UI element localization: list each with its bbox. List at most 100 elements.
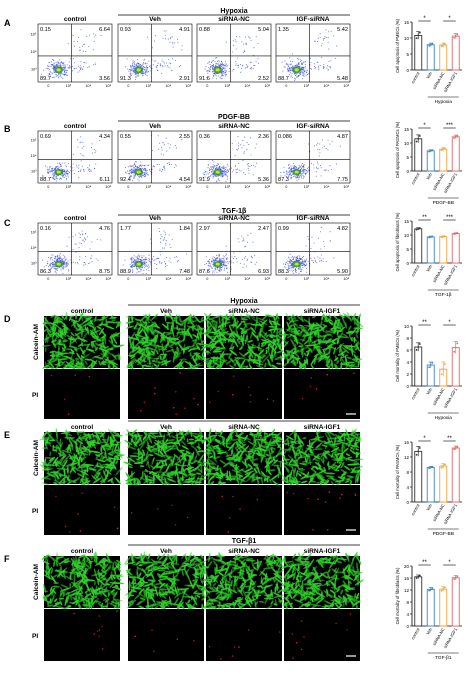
flow-event: [322, 39, 325, 41]
flow-event: [134, 175, 136, 177]
flow-event: [75, 164, 77, 166]
flow-event: [217, 178, 219, 180]
flow-event: [170, 62, 172, 65]
flow-event: [142, 71, 144, 73]
flow-event: [64, 262, 66, 264]
dead-cell: [184, 407, 186, 410]
flow-event: [209, 69, 211, 71]
flow-event: [213, 64, 215, 66]
flow-event: [285, 63, 287, 65]
flow-event: [132, 68, 134, 70]
flow-event: [134, 78, 137, 80]
flow-event: [243, 240, 245, 242]
flow-event: [244, 136, 246, 138]
flow-event: [249, 61, 251, 64]
flow-event: [208, 69, 210, 71]
data-point: [442, 148, 445, 151]
flow-event: [234, 165, 236, 168]
data-point: [417, 346, 420, 348]
flow-event: [211, 60, 213, 62]
flow-event: [136, 58, 138, 61]
flow-event: [301, 68, 303, 70]
flow-event: [221, 269, 223, 271]
quadrant-ul-value: 0.086: [278, 134, 292, 140]
flow-event: [95, 163, 97, 165]
flow-event: [53, 168, 55, 170]
flow-event: [130, 67, 132, 69]
flow-event: [206, 77, 208, 79]
flow-event: [128, 68, 131, 71]
flow-event: [288, 67, 290, 69]
flow-event: [216, 271, 218, 273]
flow-event: [322, 260, 324, 263]
flow-event: [131, 170, 133, 172]
flow-event: [209, 172, 211, 174]
flow-event: [148, 260, 150, 262]
flow-event: [61, 72, 63, 74]
flow-event: [145, 168, 147, 170]
flow-event: [305, 263, 308, 265]
flow-event: [83, 237, 86, 239]
flow-event: [147, 165, 149, 167]
flow-event: [136, 256, 138, 258]
flow-event: [144, 167, 147, 170]
flow-event: [241, 235, 243, 237]
flow-event: [242, 267, 244, 269]
flow-event: [79, 153, 81, 155]
quadrant-lr-value: 7.75: [337, 177, 348, 183]
flow-event: [65, 174, 67, 176]
bar: [439, 44, 448, 71]
flow-event: [55, 269, 57, 271]
flow-event: [220, 268, 222, 270]
flow-event: [289, 262, 291, 264]
flow-event: [284, 60, 286, 62]
flow-event: [58, 254, 60, 256]
quadrant-ul-value: 0.93: [120, 27, 131, 33]
flow-event: [138, 63, 140, 65]
flow-event: [145, 172, 147, 174]
flow-event: [295, 258, 297, 260]
flow-event: [239, 64, 241, 66]
dead-cell: [232, 375, 235, 378]
y-tick-label: 5: [406, 52, 409, 57]
flow-event: [237, 238, 239, 240]
flow-event: [204, 68, 206, 70]
flow-event: [238, 145, 240, 147]
flow-event: [232, 262, 234, 264]
y-tick-label: 4: [406, 360, 409, 365]
image-background: [206, 369, 282, 419]
flow-event: [48, 257, 50, 259]
flow-event: [246, 163, 248, 165]
flow-event: [68, 236, 70, 238]
flow-event: [298, 63, 300, 66]
flow-event: [316, 61, 318, 63]
flow-event: [158, 228, 160, 230]
flow-event: [293, 256, 295, 258]
bar: [451, 136, 460, 172]
flow-x-tick: 0: [47, 84, 49, 88]
flow-event: [163, 165, 165, 167]
quadrant-lr-value: 6.93: [258, 269, 269, 275]
dead-cell: [209, 401, 211, 404]
flow-event: [142, 61, 144, 64]
quadrant-ur-value: 4.76: [99, 226, 110, 232]
category-label: Veh: [425, 70, 433, 79]
flow-event: [147, 174, 149, 176]
group-label: Veh: [149, 123, 161, 130]
flow-event: [292, 173, 294, 175]
flow-event: [289, 68, 291, 70]
flow-event: [295, 272, 297, 274]
flow-event: [314, 68, 316, 70]
flow-event: [334, 57, 336, 60]
flow-event: [143, 264, 145, 266]
flow-event: [130, 262, 132, 264]
flow-event: [139, 64, 141, 66]
flow-event: [166, 264, 168, 266]
flow-event: [94, 63, 96, 66]
flow-event: [318, 155, 320, 157]
flow-event: [254, 65, 256, 67]
flow-event: [131, 69, 133, 71]
flow-event: [217, 164, 219, 166]
flow-event: [64, 257, 66, 259]
flow-event: [212, 265, 214, 267]
